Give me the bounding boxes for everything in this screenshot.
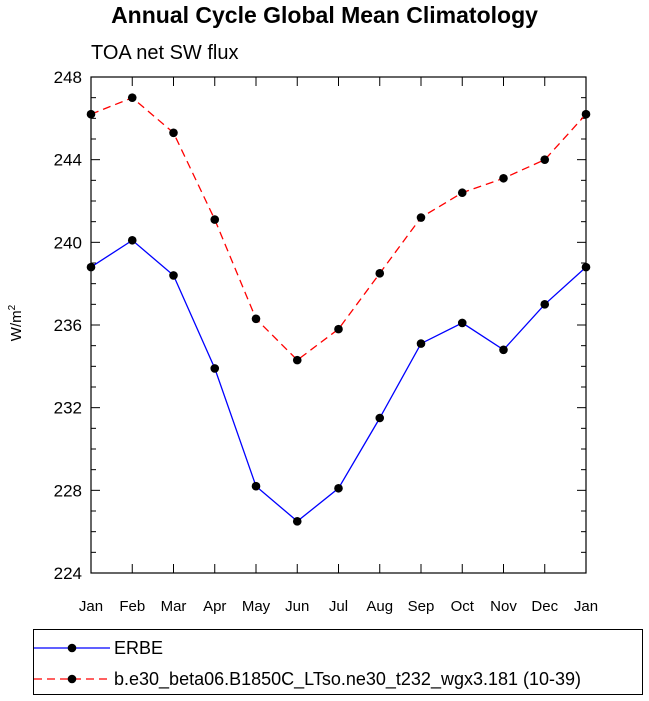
legend-marker-erbe — [67, 643, 77, 653]
legend: ERBE b.e30_beta06.B1850C_LTso.ne30_t232_… — [33, 629, 643, 695]
data-point-series-0 — [127, 235, 137, 245]
legend-label-model: b.e30_beta06.B1850C_LTso.ne30_t232_wgx3.… — [114, 668, 582, 689]
data-point-series-1 — [540, 155, 550, 164]
data-point-series-1 — [251, 314, 261, 324]
y-tick-label: 232 — [54, 399, 82, 418]
x-tick-label: Sep — [408, 598, 435, 615]
legend-swatch-erbe — [34, 643, 110, 653]
data-point-series-0 — [457, 318, 467, 328]
chart-subtitle: TOA net SW flux — [91, 42, 239, 64]
data-point-series-1 — [127, 93, 137, 102]
x-tick-label: Jul — [329, 598, 348, 615]
plot-frame — [90, 76, 587, 574]
x-tick-label: Dec — [531, 598, 558, 615]
y-tick-label: 224 — [54, 564, 82, 583]
x-tick-label: Nov — [490, 598, 517, 615]
x-tick-label: Feb — [119, 598, 145, 615]
chart-title: Annual Cycle Global Mean Climatology — [111, 2, 538, 28]
y-tick-label: 240 — [54, 233, 82, 252]
x-tick-label: Oct — [451, 598, 475, 615]
series-line-0 — [90, 239, 587, 523]
line-chart: 224 228 232 236 240 244 248 Jan Feb Mar Apr May Jun J… — [54, 68, 598, 615]
x-tick-label: Apr — [203, 598, 226, 615]
data-point-series-1 — [334, 324, 343, 334]
y-tick-label: 248 — [54, 68, 82, 87]
y-tick-label: 244 — [54, 151, 82, 170]
data-point-series-0 — [334, 483, 343, 493]
legend-marker-model — [67, 674, 77, 684]
data-point-series-0 — [210, 364, 220, 373]
data-point-series-1 — [292, 355, 302, 365]
data-point-series-0 — [416, 339, 426, 348]
data-point-series-1 — [457, 188, 467, 198]
legend-item-erbe: ERBE — [34, 633, 163, 663]
data-point-series-0 — [251, 481, 261, 491]
x-tick-label: Aug — [366, 598, 393, 615]
legend-swatch-model — [34, 674, 110, 684]
data-point-series-1 — [499, 173, 508, 183]
legend-label-erbe: ERBE — [114, 637, 164, 658]
x-tick-label: Jan — [79, 598, 103, 615]
x-tick-label: Jan — [574, 598, 598, 615]
data-point-series-1 — [210, 215, 220, 224]
y-tick-label: 228 — [54, 481, 82, 500]
data-point-series-1 — [169, 128, 178, 138]
data-point-series-0 — [292, 517, 302, 526]
x-tick-label: Mar — [161, 598, 187, 615]
data-point-series-0 — [375, 413, 385, 423]
data-point-series-0 — [540, 300, 550, 309]
data-point-series-1 — [416, 213, 426, 222]
data-point-series-0 — [499, 345, 508, 355]
series-line-1 — [90, 96, 587, 361]
data-point-series-0 — [169, 271, 178, 280]
y-tick-label: 236 — [54, 316, 82, 335]
legend-item-model: b.e30_beta06.B1850C_LTso.ne30_t232_wgx3.… — [34, 664, 581, 694]
x-tick-label: May — [242, 598, 271, 615]
data-point-series-1 — [375, 269, 385, 278]
x-tick-label: Jun — [285, 598, 309, 615]
